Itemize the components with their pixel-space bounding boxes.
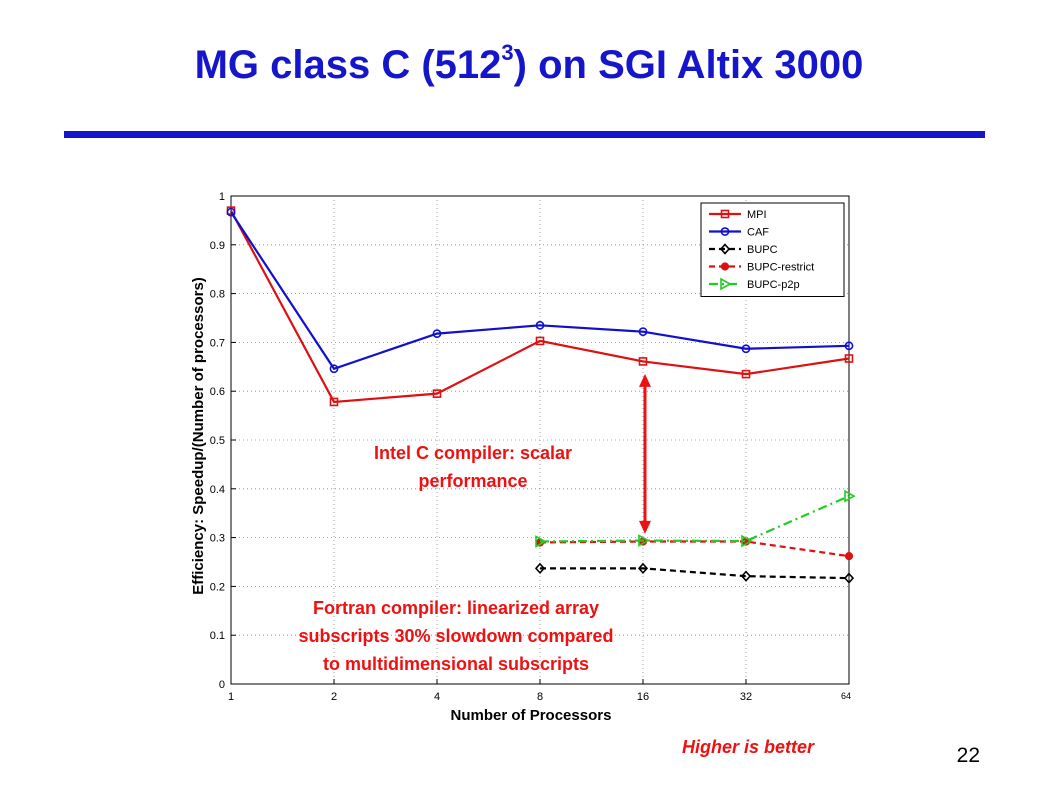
data-point-caf: [741, 344, 751, 354]
data-point-bupc-p2p: [638, 534, 650, 547]
x-tick-label: 4: [434, 691, 440, 703]
x-tick-label: 8: [537, 691, 543, 703]
legend-marker-caf: [720, 227, 730, 236]
data-point-bupc: [843, 572, 855, 584]
annotation-intel-line: performance: [418, 471, 527, 491]
slide-number: 22: [956, 744, 980, 767]
data-point-caf: [226, 207, 236, 217]
y-tick-label: 0.9: [210, 240, 225, 252]
data-point-mpi: [329, 397, 339, 407]
y-tick-label: 0: [219, 679, 225, 691]
data-point-bupc: [534, 562, 546, 575]
higher-is-better-note: Higher is better: [682, 737, 815, 757]
legend-marker-bupc: [719, 243, 731, 255]
legend-label-mpi: MPI: [747, 209, 767, 221]
y-tick-label: 0.6: [210, 386, 225, 398]
legend-label-bupc-restrict: BUPC-restrict: [747, 262, 814, 274]
data-point-mpi: [638, 357, 648, 366]
legend-label-bupc-p2p: BUPC-p2p: [747, 279, 800, 291]
legend-marker-bupc-restrict: [720, 262, 730, 271]
legend-marker-mpi: [720, 209, 730, 219]
y-tick-label: 0.7: [210, 337, 225, 349]
data-point-mpi: [741, 369, 751, 379]
slide-title: MG class C (5123) on SGI Altix 3000: [194, 40, 864, 87]
data-point-mpi: [535, 336, 545, 346]
annotation-fortran-line: to multidimensional subscripts: [323, 654, 589, 674]
data-point-bupc-p2p: [741, 534, 753, 548]
y-tick-label: 0.4: [210, 484, 225, 496]
y-tick-label: 0.2: [210, 581, 225, 593]
data-point-mpi: [432, 389, 442, 398]
annotation-fortran-line: subscripts 30% slowdown compared: [298, 626, 613, 646]
y-tick-label: 0.5: [210, 435, 225, 447]
x-tick-label: 64: [841, 691, 851, 701]
x-tick-label: 16: [637, 691, 649, 703]
title-rule: [64, 131, 985, 138]
y-axis-label: Efficiency: Speedup/(Number of processor…: [190, 277, 207, 595]
y-tick-label: 1: [219, 191, 225, 203]
legend-label-caf: CAF: [747, 227, 769, 239]
data-point-bupc-p2p: [535, 535, 547, 548]
series-line-bupc: [540, 567, 850, 580]
x-axis-label: Number of Processors: [451, 707, 612, 724]
data-point-mpi: [844, 354, 854, 363]
data-point-bupc: [637, 562, 649, 575]
data-point-caf: [329, 364, 339, 374]
y-tick-label: 0.3: [210, 533, 225, 545]
series-line-bupc-p2p: [539, 495, 850, 543]
annotation-intel-line: Intel C compiler: scalar: [374, 443, 572, 463]
data-point-bupc-restrict: [844, 552, 854, 561]
annotation-arrow-head-bottom: [639, 520, 651, 534]
x-tick-label: 1: [228, 691, 234, 703]
data-point-caf: [638, 327, 648, 337]
legend-marker-bupc-p2p: [720, 277, 732, 291]
annotation-arrow-head-top: [639, 373, 651, 387]
y-tick-label: 0.1: [210, 630, 225, 642]
x-tick-label: 2: [331, 691, 337, 703]
data-point-caf: [432, 329, 442, 339]
series-line-caf: [230, 211, 850, 371]
data-point-bupc: [740, 570, 752, 582]
annotation-fortran-line: Fortran compiler: linearized array: [313, 598, 599, 618]
series-line-mpi: [230, 210, 850, 404]
data-point-bupc-p2p: [844, 489, 856, 503]
data-point-caf: [535, 320, 545, 330]
data-point-caf: [844, 341, 854, 351]
y-tick-label: 0.8: [210, 289, 225, 301]
x-tick-label: 32: [740, 691, 752, 703]
legend-label-bupc: BUPC: [747, 244, 778, 256]
